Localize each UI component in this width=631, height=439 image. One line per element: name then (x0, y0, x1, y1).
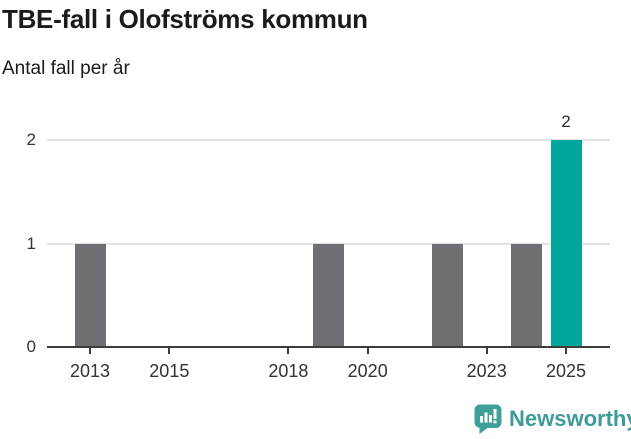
newsworthy-brand-text: Newsworthy (509, 406, 631, 431)
newsworthy-logo-icon (474, 404, 502, 434)
x-tick-2025 (565, 347, 568, 354)
bar-2025 (550, 140, 582, 347)
chart-subtitle: Antal fall per år (2, 58, 130, 79)
gridline-y2 (47, 139, 610, 141)
x-tick-label-2025: 2025 (546, 361, 587, 381)
bar-2024 (510, 243, 542, 347)
newsworthy-logo[interactable]: Newsworthy (474, 404, 631, 434)
y-axis-label-1: 1 (26, 233, 36, 253)
bar-2013 (74, 243, 106, 347)
x-tick-2020 (366, 347, 369, 354)
bar-2019 (312, 243, 344, 347)
x-tick-label-2015: 2015 (149, 361, 190, 381)
x-tick-label-2020: 2020 (347, 361, 388, 381)
y-axis-label-0: 0 (26, 337, 36, 356)
x-tick-2015 (168, 347, 171, 354)
bar-2022 (431, 243, 463, 347)
x-tick-2013 (89, 347, 91, 354)
x-axis-line (47, 346, 610, 348)
x-tick-label-2023: 2023 (466, 361, 507, 381)
y-axis-label-2: 2 (26, 130, 36, 149)
x-tick-label-2013: 2013 (69, 361, 111, 381)
x-tick-2023 (485, 347, 488, 354)
chart-title: TBE-fall i Olofströms kommun (2, 4, 368, 34)
x-tick-label-2018: 2018 (268, 361, 309, 381)
bar-value-label-2025: 2 (561, 112, 571, 131)
x-tick-2018 (287, 347, 290, 354)
